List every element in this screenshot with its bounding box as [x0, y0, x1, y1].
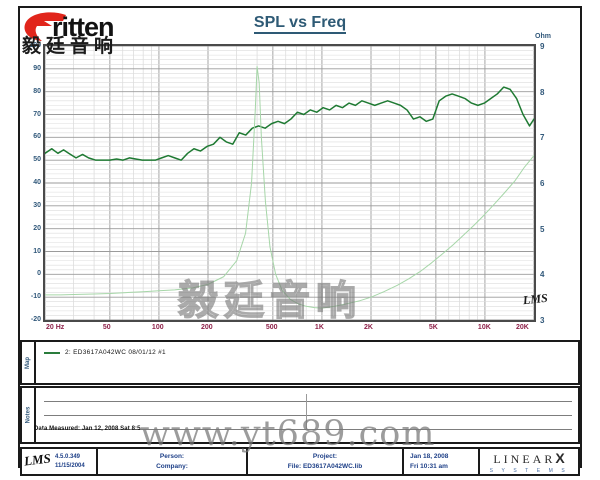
footer-brand-cell: LINEARX S Y S T E M S — [480, 449, 578, 474]
y-tick-left: 20 — [33, 224, 41, 232]
report-footer: LMS 4.5.0.349 11/15/2004 Person: Company… — [20, 447, 580, 476]
y-tick-right: 6 — [540, 179, 545, 188]
map-tab[interactable]: Map — [22, 342, 36, 383]
legend-color-swatch — [44, 351, 60, 354]
legend-entry[interactable]: 2: ED3617A042WC 08/01/12 #1 — [44, 349, 166, 356]
x-tick: 1K — [314, 324, 324, 331]
lms-logo: LMS — [23, 450, 52, 469]
y-tick-right: 5 — [540, 224, 545, 234]
plot-area: LMS — [43, 44, 548, 322]
footer-date-cell: Jan 18, 2008 Fri 10:31 am — [404, 449, 480, 474]
x-tick: 10K — [477, 324, 491, 331]
person-label: Person: — [159, 452, 185, 460]
y-tick-right: 7 — [540, 133, 545, 143]
y-tick-right: 4 — [540, 270, 545, 280]
version-number: 4.5.0.349 — [55, 454, 81, 460]
y-tick-left: 10 — [33, 247, 41, 255]
ohm-axis-caption: Ohm — [535, 33, 551, 40]
file-label: File: ED3617A042WC.lib — [287, 462, 363, 470]
e-swoosh-icon — [24, 12, 66, 42]
page-title: SPL vs Freq — [0, 14, 600, 34]
y-tick-left: 90 — [33, 64, 41, 72]
spl-impedance-chart — [45, 46, 534, 320]
plot-frame — [43, 44, 536, 322]
x-tick: 100 — [151, 324, 164, 331]
x-tick: 50 — [102, 324, 111, 331]
company-logo: ritten 毅廷音响 — [22, 8, 202, 56]
print-date: Jan 18, 2008 — [410, 452, 449, 460]
y-tick-left: 50 — [33, 156, 41, 164]
x-tick: 200 — [201, 324, 213, 331]
notes-tab-label: Notes — [25, 406, 32, 424]
y-tick-left: 60 — [33, 133, 41, 141]
footer-version-cell: LMS 4.5.0.349 11/15/2004 — [22, 449, 98, 474]
logo-chinese: 毅廷音响 — [22, 36, 119, 57]
legend-entry-label: 2: ED3617A042WC 08/01/12 #1 — [65, 349, 166, 356]
linearx-logo: LINEARX — [493, 450, 564, 467]
x-tick: 20K — [516, 324, 529, 331]
print-time: Fri 10:31 am — [410, 462, 448, 470]
brand-x: X — [555, 449, 565, 466]
note-rule — [44, 401, 572, 402]
notes-panel: Notes Data Measured: Jan 12, 2008 Sat 8:… — [20, 386, 580, 444]
y-tick-left: 70 — [33, 110, 41, 118]
x-tick: 20 Hz — [46, 324, 65, 331]
x-tick: 500 — [265, 324, 278, 331]
project-label: Project: — [312, 452, 338, 460]
logo-wordmark: ritten — [52, 12, 114, 42]
y-tick-right: 3 — [540, 316, 545, 325]
y-tick-left: 40 — [33, 179, 41, 186]
page-title-text: SPL vs Freq — [253, 14, 347, 34]
y-tick-left: 100 — [29, 42, 41, 49]
notes-tab[interactable]: Notes — [22, 388, 36, 442]
footer-project-cell[interactable]: Project: File: ED3617A042WC.lib — [248, 449, 404, 474]
x-tick: 5K — [428, 324, 438, 331]
y-tick-left: 30 — [33, 201, 41, 209]
footer-version: 4.5.0.349 11/15/2004 — [55, 453, 85, 471]
note-rule — [44, 429, 572, 430]
plot-lms-mark: LMS — [522, 290, 549, 308]
y-tick-right: 9 — [540, 42, 545, 51]
footer-person-cell[interactable]: Person: Company: — [98, 449, 248, 474]
y-tick-left: 80 — [33, 87, 41, 95]
note-divider — [306, 394, 307, 430]
map-tab-label: Map — [25, 356, 31, 369]
y-tick-left: 0 — [37, 270, 41, 278]
brand-subtitle: S Y S T E M S — [489, 467, 569, 474]
y-tick-right: 8 — [540, 87, 545, 97]
x-tick: 2K — [364, 324, 373, 331]
note-rule — [44, 415, 572, 416]
map-panel: Map 2: ED3617A042WC 08/01/12 #1 — [20, 340, 580, 385]
y-tick-left: -20 — [30, 316, 41, 323]
version-date: 11/15/2004 — [55, 463, 85, 469]
brand-name: LINEAR — [493, 451, 556, 466]
data-measured-text: Data Measured: Jan 12, 2008 Sat 8:5 — [34, 426, 141, 432]
y-tick-left: -10 — [30, 293, 41, 301]
company-label: Company: — [156, 462, 188, 470]
